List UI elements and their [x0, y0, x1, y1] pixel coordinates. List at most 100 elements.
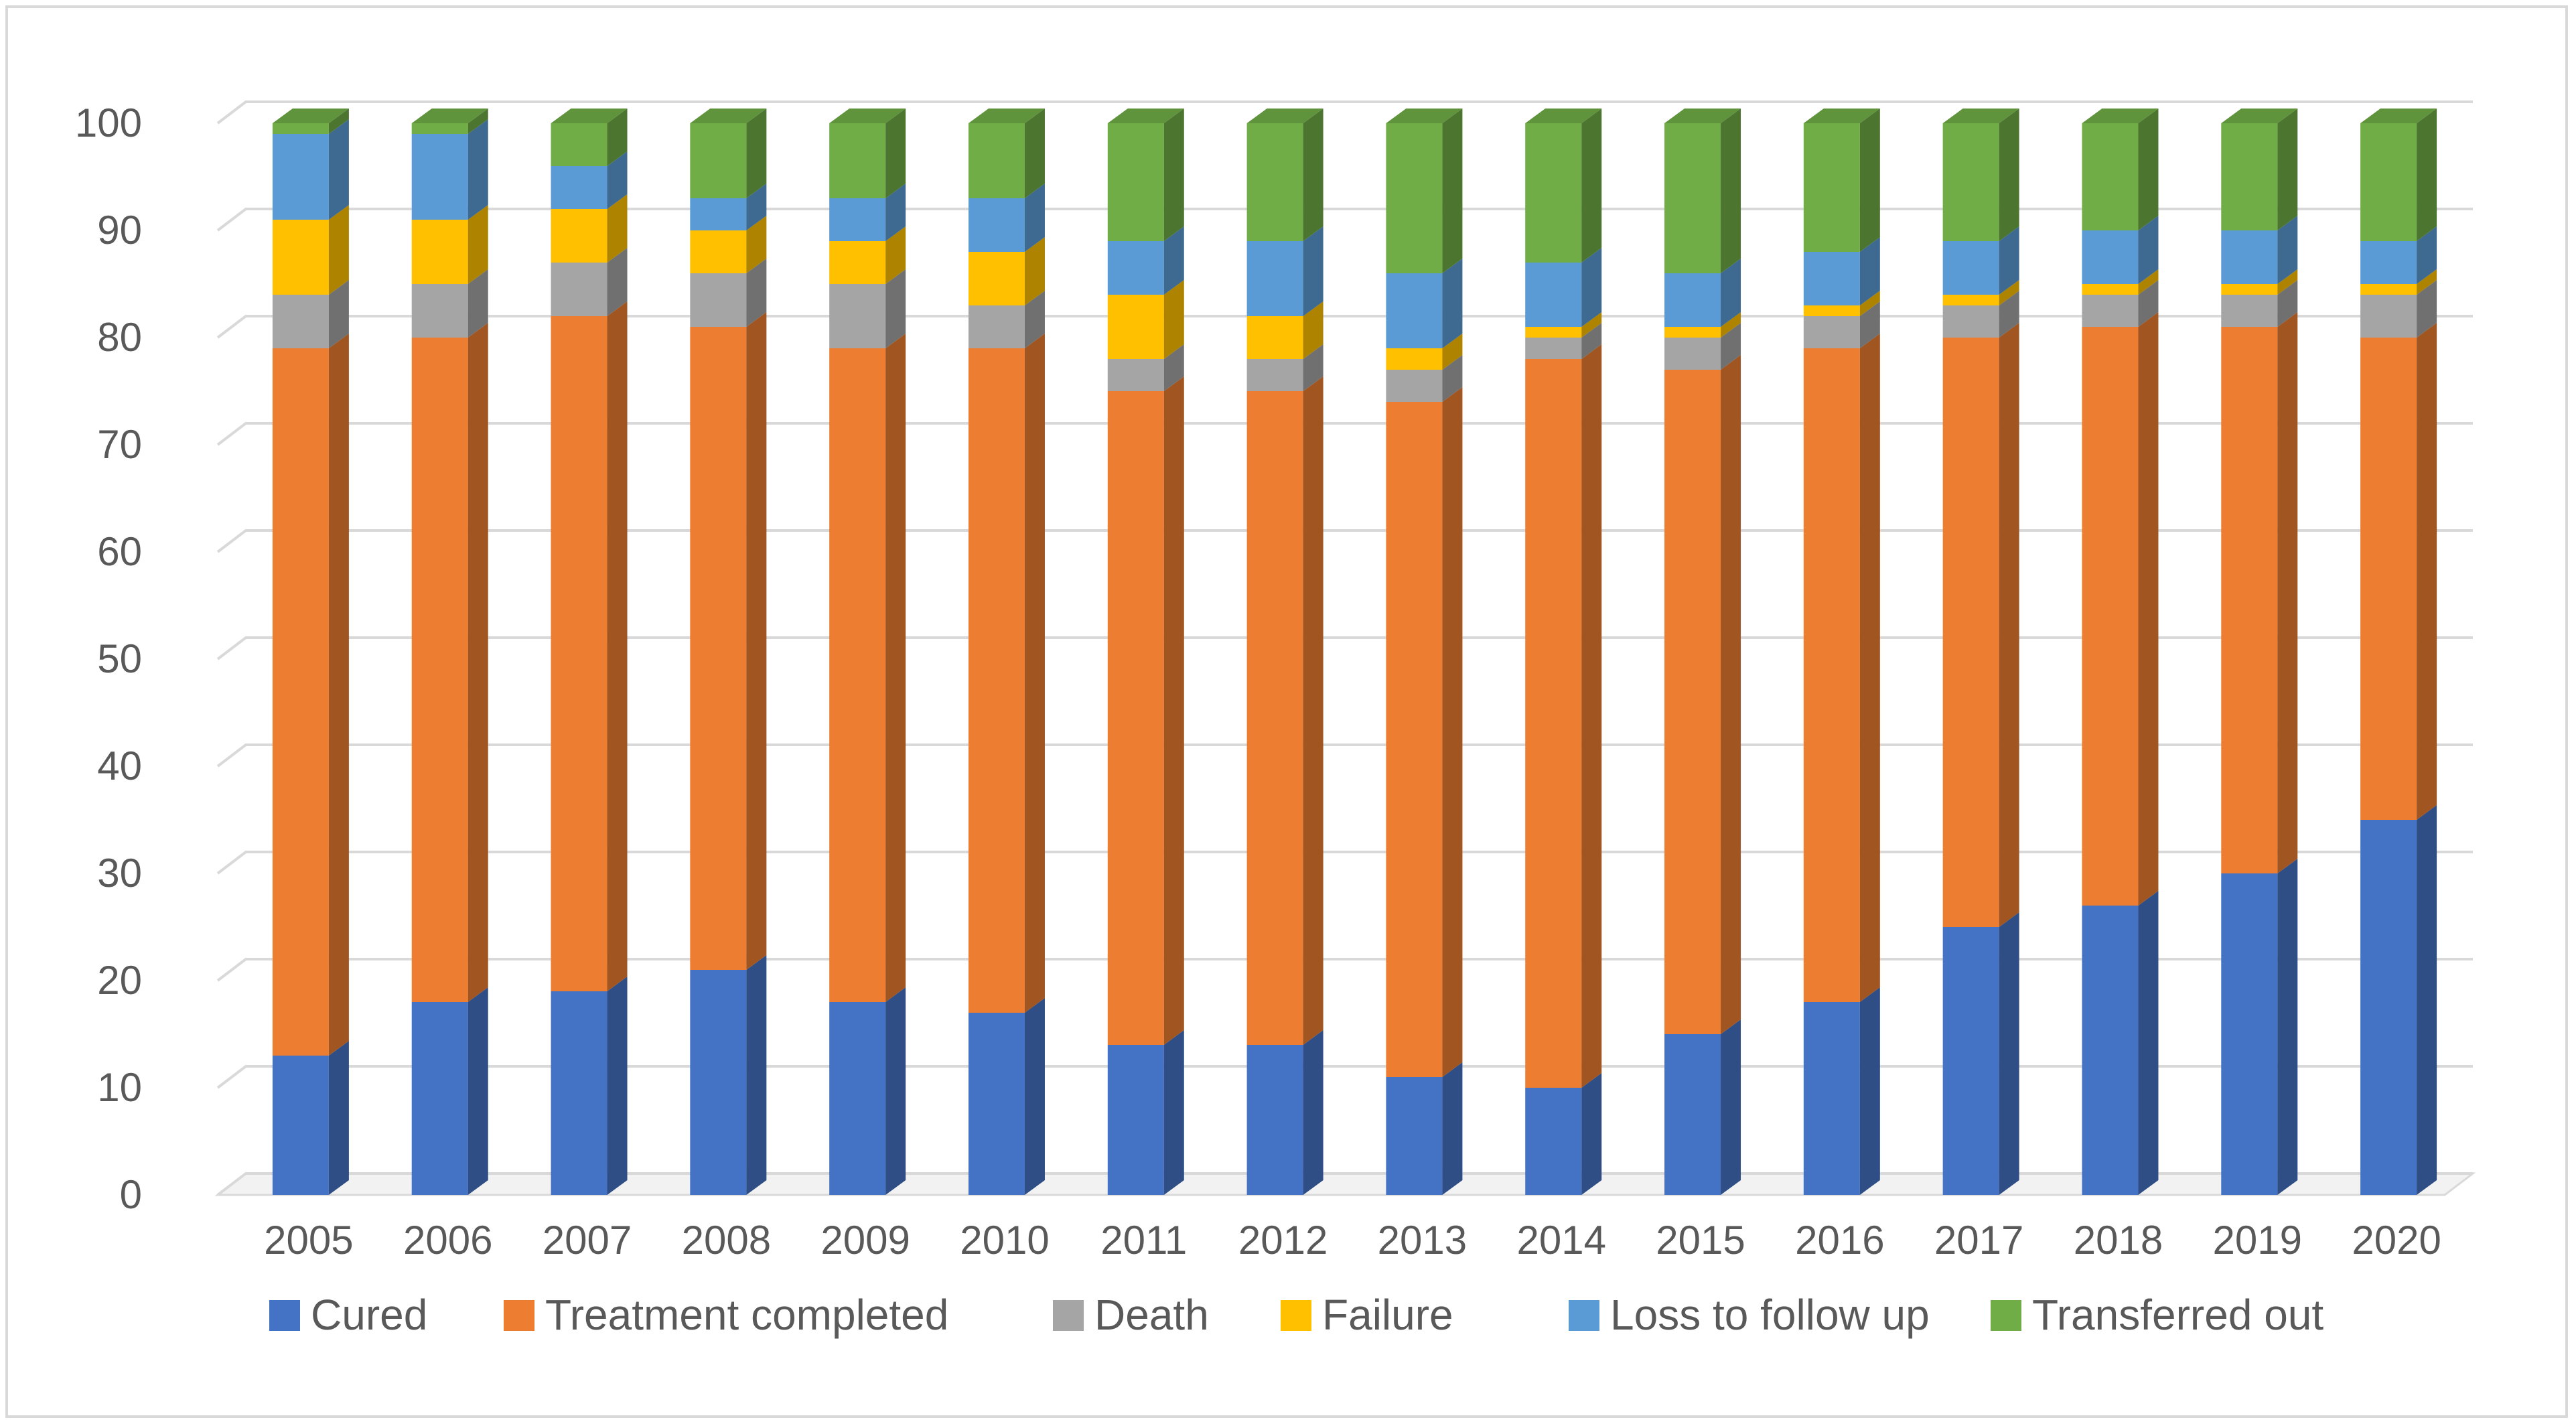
bar-top-face	[2082, 109, 2159, 123]
bar-segment-transferred-out-2016	[1803, 109, 1880, 252]
bar-segment-failure-2005	[272, 205, 349, 295]
bar-top-face	[551, 109, 628, 123]
bar-top-face	[2221, 109, 2298, 123]
y-tick-label: 100	[75, 100, 142, 145]
bar-front-face	[2360, 284, 2417, 295]
bar-segment-cured-2020	[2360, 805, 2437, 1195]
bar-front-face	[1664, 273, 1721, 327]
bar-front-face	[551, 209, 607, 263]
bar-front-face	[2360, 820, 2417, 1195]
bar-side-face	[885, 184, 906, 241]
legend-item-death: Death	[1053, 1291, 1209, 1339]
bar-segment-cured-2009	[829, 987, 906, 1195]
bar-segment-cured-2007	[551, 977, 628, 1195]
bar-top-face	[1246, 109, 1323, 123]
bar-front-face	[968, 1013, 1025, 1195]
x-tick-label: 2012	[1238, 1218, 1328, 1263]
bar-front-face	[829, 284, 886, 348]
x-axis: 2005 2006 2007 2008 2009 2010 2011 2012 2013 2014…	[264, 1218, 2441, 1263]
bar-segment-treatment-completed-2009	[829, 334, 906, 1002]
bar-front-face	[2360, 241, 2417, 284]
bar-segment-transferred-out-2014	[1525, 109, 1602, 263]
bar-side-face	[746, 184, 767, 230]
bar-segment-cured-2015	[1664, 1019, 1741, 1195]
bar-top-face	[1386, 109, 1463, 123]
bar-side-face	[1024, 237, 1045, 305]
bar-front-face	[1664, 327, 1721, 338]
bar-side-face	[1999, 226, 2019, 295]
bar-side-face	[1721, 323, 1741, 370]
bar-segment-failure-2018	[2082, 269, 2159, 295]
x-tick-label: 2007	[543, 1218, 632, 1263]
bar-side-face	[2417, 280, 2437, 338]
bar-segment-transferred-out-2007	[551, 109, 628, 166]
bar-segment-transferred-out-2012	[1246, 109, 1323, 241]
bar-side-face	[1163, 344, 1184, 391]
bar-side-face	[1303, 376, 1323, 1045]
bar-front-face	[2221, 284, 2278, 295]
bar-segment-cured-2008	[690, 955, 767, 1195]
bar-side-face	[468, 205, 488, 284]
legend-item-treatment-completed: Treatment completed	[504, 1291, 948, 1339]
bar-segment-treatment-completed-2017	[1942, 323, 2019, 927]
bar-side-face	[2417, 109, 2437, 241]
bar-front-face	[1107, 295, 1164, 359]
bar-side-face	[1303, 109, 1323, 241]
bar-front-face	[1803, 316, 1860, 348]
bar-side-face	[607, 194, 628, 263]
bar-front-face	[1803, 305, 1860, 316]
bar-side-face	[2138, 109, 2159, 230]
bar-side-face	[1442, 387, 1463, 1077]
bar-side-face	[2277, 280, 2298, 327]
bar-side-face	[2138, 216, 2159, 284]
y-tick-label: 70	[97, 422, 142, 467]
bar-segment-treatment-completed-2006	[411, 323, 488, 1002]
bar-side-face	[607, 977, 628, 1195]
bar-front-face	[2082, 906, 2139, 1195]
bar-front-face	[968, 252, 1025, 305]
bar-segment-failure-2014	[1525, 312, 1602, 338]
bar-front-face	[2082, 230, 2139, 284]
bar-side-face	[1859, 987, 1880, 1195]
y-axis: 0 10 20 30 40 50 60 70 80 90 100	[75, 100, 142, 1217]
bar-segment-treatment-completed-2019	[2221, 312, 2298, 873]
legend-swatch	[1991, 1300, 2021, 1331]
bar-side-face	[885, 987, 906, 1195]
bar-segment-transferred-out-2010	[968, 109, 1045, 198]
bar-front-face	[1107, 1045, 1164, 1195]
bar-segment-cured-2018	[2082, 891, 2159, 1195]
bar-segment-death-2010	[968, 291, 1045, 348]
legend-label: Transferred out	[2032, 1291, 2323, 1339]
bar-front-face	[1664, 370, 1721, 1034]
bar-side-face	[1581, 323, 1602, 359]
bar-segment-loss-to-follow-up-2007	[551, 151, 628, 209]
bar-segment-death-2006	[411, 269, 488, 338]
bar-front-face	[2360, 123, 2417, 241]
bar-front-face	[2221, 295, 2278, 327]
bar-top-face	[411, 109, 488, 123]
bar-front-face	[1664, 1034, 1721, 1195]
bar-front-face	[1803, 252, 1860, 305]
bar-front-face	[1803, 123, 1860, 252]
legend: Cured Treatment completed Death Failure Loss…	[269, 1291, 2323, 1339]
bar-front-face	[2360, 295, 2417, 338]
bar-front-face	[690, 327, 747, 970]
bar-front-face	[2082, 123, 2139, 230]
bar-segment-failure-2020	[2360, 269, 2437, 295]
bar-side-face	[1999, 912, 2019, 1195]
bar-side-face	[468, 269, 488, 338]
bar-front-face	[551, 316, 607, 991]
bar-front-face	[551, 991, 607, 1195]
bar-front-face	[2221, 123, 2278, 230]
y-tick-label: 20	[97, 958, 142, 1003]
bar-segment-death-2005	[272, 280, 349, 348]
bar-segment-loss-to-follow-up-2018	[2082, 216, 2159, 284]
bar-side-face	[1442, 1062, 1463, 1195]
bar-front-face	[1107, 241, 1164, 295]
bar-front-face	[829, 348, 886, 1002]
x-tick-label: 2014	[1516, 1218, 1605, 1263]
bar-front-face	[411, 220, 468, 284]
bar-side-face	[1999, 291, 2019, 338]
bar-side-face	[2277, 312, 2298, 873]
